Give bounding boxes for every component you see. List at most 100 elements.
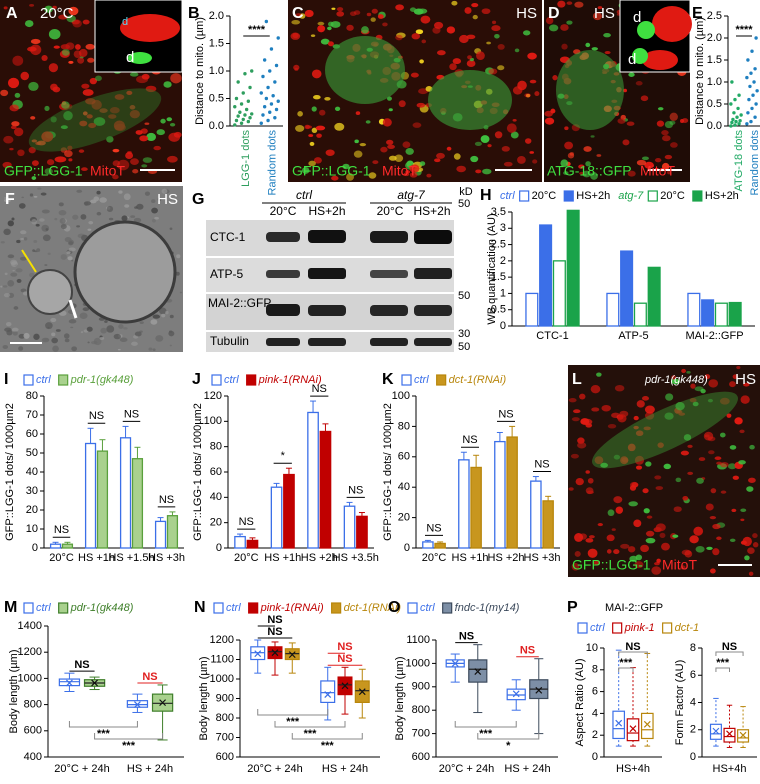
significance: *** bbox=[122, 740, 136, 752]
legend-swatch bbox=[443, 603, 452, 613]
image-texture bbox=[295, 125, 304, 132]
dot bbox=[235, 119, 238, 122]
dot bbox=[268, 111, 271, 114]
stain-label: GFP::LGG-1 bbox=[292, 163, 371, 179]
image-texture bbox=[32, 249, 35, 252]
legend-group: ctrl bbox=[500, 190, 515, 202]
legend-label: pdr-1(gk448) bbox=[70, 602, 134, 614]
box bbox=[724, 728, 735, 742]
image-texture bbox=[163, 81, 171, 88]
image-texture bbox=[676, 478, 682, 483]
image-texture bbox=[36, 224, 40, 227]
dot bbox=[739, 113, 742, 116]
image-texture bbox=[293, 65, 299, 70]
dot bbox=[738, 119, 741, 122]
stain-label: ATG-18::GFP bbox=[547, 163, 632, 179]
image-texture bbox=[741, 540, 747, 544]
image-texture bbox=[87, 327, 93, 332]
y-tick-label: 1.5 bbox=[707, 54, 722, 66]
significance: NS bbox=[74, 659, 89, 671]
image-texture bbox=[498, 44, 505, 50]
image-texture bbox=[30, 116, 35, 119]
image-texture bbox=[592, 47, 598, 50]
bar bbox=[531, 481, 541, 548]
y-tick-label: 4 bbox=[690, 696, 696, 708]
image-texture bbox=[603, 33, 611, 37]
dot bbox=[242, 91, 245, 94]
bar bbox=[688, 293, 700, 326]
y-tick-label: 70 bbox=[26, 409, 38, 421]
y-tick-label: 0.5 bbox=[707, 98, 722, 110]
dot bbox=[247, 120, 250, 123]
y-tick-label: 10 bbox=[26, 523, 38, 535]
image-texture bbox=[96, 191, 100, 195]
dot bbox=[734, 120, 737, 123]
image-texture bbox=[97, 212, 102, 216]
image-texture bbox=[121, 215, 127, 221]
significance: NS bbox=[124, 408, 139, 420]
image-texture bbox=[318, 22, 325, 26]
chart-title: MAI-2::GFP bbox=[605, 602, 663, 614]
dot bbox=[748, 85, 751, 88]
stain-label: GFP::LGG-1 bbox=[572, 557, 651, 573]
image-texture bbox=[25, 20, 34, 27]
panel-letter: O bbox=[388, 599, 400, 616]
y-tick-label: 4 bbox=[592, 707, 598, 719]
bracket bbox=[455, 721, 516, 727]
image-texture bbox=[634, 416, 639, 420]
image-texture bbox=[380, 147, 387, 153]
y-tick-label: 700 bbox=[412, 728, 430, 740]
marker: 30 bbox=[458, 328, 470, 340]
image-texture bbox=[36, 248, 40, 252]
y-tick-label: 2 bbox=[500, 255, 506, 267]
dot bbox=[261, 113, 264, 116]
image-texture bbox=[3, 229, 11, 235]
image-texture bbox=[515, 48, 520, 52]
dot bbox=[749, 120, 752, 123]
bar bbox=[284, 475, 294, 548]
image-texture bbox=[136, 204, 143, 210]
dot bbox=[245, 108, 248, 111]
band bbox=[266, 270, 300, 278]
dot bbox=[236, 114, 239, 117]
legend-label: 20°C bbox=[660, 190, 685, 202]
image-texture bbox=[153, 314, 160, 318]
image-texture bbox=[14, 128, 23, 137]
image-texture bbox=[85, 44, 94, 50]
image-texture bbox=[596, 154, 601, 157]
image-texture bbox=[672, 535, 678, 538]
condition: HS bbox=[735, 371, 756, 388]
image-texture bbox=[740, 519, 744, 521]
legend-label: ctrl bbox=[420, 602, 435, 614]
y-tick-label: 40 bbox=[26, 466, 38, 478]
image-texture bbox=[706, 503, 714, 510]
image-texture bbox=[54, 46, 60, 49]
image-texture bbox=[70, 327, 73, 329]
x-tick-label: HS + 24h bbox=[322, 763, 368, 775]
inset-label: d bbox=[628, 51, 636, 68]
image-texture bbox=[712, 548, 719, 555]
dot bbox=[752, 80, 755, 83]
image-texture bbox=[513, 119, 517, 122]
image-texture bbox=[336, 11, 344, 16]
image-texture bbox=[118, 324, 123, 329]
inset-label: d bbox=[633, 9, 641, 26]
image-texture bbox=[680, 119, 684, 123]
condition: HS bbox=[594, 5, 615, 22]
image-texture bbox=[148, 348, 152, 351]
image-texture bbox=[583, 146, 591, 152]
image-texture bbox=[324, 97, 330, 101]
image-texture bbox=[317, 25, 325, 32]
image-texture bbox=[447, 147, 452, 151]
image-texture bbox=[475, 169, 481, 173]
image-texture bbox=[665, 155, 672, 159]
image-texture bbox=[11, 218, 14, 221]
legend-swatch bbox=[402, 375, 411, 385]
image-texture bbox=[176, 254, 180, 258]
image-texture bbox=[65, 339, 70, 342]
image-texture bbox=[382, 22, 388, 26]
y-tick-label: 600 bbox=[216, 751, 234, 763]
bar bbox=[308, 412, 318, 548]
image-texture bbox=[585, 538, 593, 543]
y-tick-label: 0.5 bbox=[209, 92, 224, 104]
